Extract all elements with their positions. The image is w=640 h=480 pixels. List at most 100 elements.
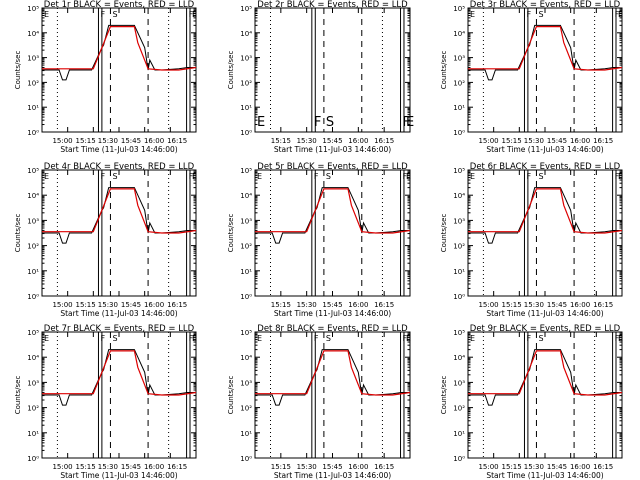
marker-label: F bbox=[403, 334, 408, 343]
y-axis-label: Counts/sec bbox=[227, 51, 235, 90]
y-tick-label: 10⁴ bbox=[240, 192, 252, 200]
x-tick-label: 16:15 bbox=[593, 301, 613, 309]
x-tick-label: 16:15 bbox=[167, 137, 187, 145]
panel-det-5: Det 5r BLACK = Events, RED = LLD 10⁰ 10¹ 10… bbox=[227, 162, 411, 318]
panel-title: Det 8r BLACK = Events, RED = LLD bbox=[257, 324, 408, 334]
x-tick-label: 15:45 bbox=[322, 463, 342, 471]
panel-title: Det 3r BLACK = Events, RED = LLD bbox=[470, 0, 621, 10]
marker-label: F bbox=[403, 172, 408, 181]
x-tick-label: 15:45 bbox=[121, 137, 141, 145]
series-events bbox=[255, 349, 410, 406]
x-tick-label: 16:15 bbox=[374, 463, 394, 471]
y-tick-label: 10⁰ bbox=[240, 293, 252, 301]
x-tick-label: 15:45 bbox=[121, 463, 141, 471]
marker-label: E bbox=[192, 10, 197, 19]
marker-label: F bbox=[189, 10, 194, 19]
y-tick-label: 10⁵ bbox=[453, 167, 465, 175]
x-tick-label: 15:45 bbox=[547, 463, 567, 471]
y-tick-label: 10⁴ bbox=[27, 192, 39, 200]
x-tick-label: 15:30 bbox=[98, 137, 118, 145]
y-tick-label: 10⁵ bbox=[453, 5, 465, 13]
y-tick-label: 10⁰ bbox=[453, 129, 465, 137]
y-tick-label: 10⁴ bbox=[453, 30, 465, 38]
marker-label: S bbox=[326, 172, 331, 181]
x-tick-label: 16:15 bbox=[593, 137, 613, 145]
x-tick-label: 15:45 bbox=[121, 301, 141, 309]
y-tick-label: 10⁵ bbox=[453, 329, 465, 337]
y-tick-label: 10² bbox=[240, 79, 252, 87]
panel-det-2: Det 2r BLACK = Events, RED = LLD 10⁰ 10¹ 10… bbox=[227, 0, 414, 154]
x-axis-label: Start Time (11-Jul-03 14:46:00) bbox=[274, 471, 391, 480]
marker-label: S bbox=[112, 10, 117, 19]
y-tick-label: 10⁰ bbox=[27, 129, 39, 137]
x-tick-label: 16:00 bbox=[348, 137, 368, 145]
x-tick-label: 15:15 bbox=[76, 137, 96, 145]
x-tick-label: 15:45 bbox=[547, 137, 567, 145]
panel-title: Det 2r BLACK = Events, RED = LLD bbox=[257, 0, 408, 10]
marker-label: E bbox=[44, 10, 49, 19]
x-tick-label: 16:15 bbox=[374, 301, 394, 309]
y-tick-label: 10⁰ bbox=[240, 455, 252, 463]
marker-label: E bbox=[192, 334, 197, 343]
marker-label: F bbox=[314, 334, 319, 343]
y-tick-label: 10⁰ bbox=[240, 129, 252, 137]
y-tick-label: 10¹ bbox=[27, 268, 39, 276]
series-lld bbox=[42, 188, 197, 234]
panel-title: Det 7r BLACK = Events, RED = LLD bbox=[44, 324, 195, 334]
y-axis-label: Counts/sec bbox=[440, 376, 448, 415]
y-tick-label: 10⁴ bbox=[240, 30, 252, 38]
x-tick-label: 15:30 bbox=[98, 463, 118, 471]
marker-label: S bbox=[112, 172, 117, 181]
y-tick-label: 10¹ bbox=[27, 430, 39, 438]
x-tick-label: 16:15 bbox=[167, 301, 187, 309]
y-tick-label: 10⁴ bbox=[453, 354, 465, 362]
marker-label: S bbox=[538, 172, 543, 181]
panel-title: Det 4r BLACK = Events, RED = LLD bbox=[44, 162, 195, 172]
y-tick-label: 10³ bbox=[453, 379, 465, 387]
x-axis-label: Start Time (11-Jul-03 14:46:00) bbox=[274, 309, 391, 318]
marker-label: F bbox=[526, 172, 531, 181]
marker-label: E bbox=[44, 172, 49, 181]
marker-label: F bbox=[615, 334, 620, 343]
y-axis-label: Counts/sec bbox=[14, 51, 22, 90]
x-tick-label: 16:00 bbox=[570, 463, 590, 471]
marker-label: F bbox=[314, 172, 319, 181]
x-tick-label: 15:30 bbox=[297, 463, 317, 471]
marker-label: F bbox=[100, 334, 105, 343]
series-lld bbox=[468, 26, 623, 71]
x-tick-label: 16:15 bbox=[167, 463, 187, 471]
marker-label: E bbox=[406, 172, 411, 181]
y-tick-label: 10⁵ bbox=[240, 5, 252, 13]
y-tick-label: 10² bbox=[240, 243, 252, 251]
y-tick-label: 10⁵ bbox=[27, 167, 39, 175]
y-tick-label: 10⁴ bbox=[240, 354, 252, 362]
x-tick-label: 16:00 bbox=[144, 137, 164, 145]
y-tick-label: 10³ bbox=[27, 217, 39, 225]
y-axis-label: Counts/sec bbox=[440, 214, 448, 253]
x-tick-label: 15:00 bbox=[478, 301, 498, 309]
y-tick-label: 10⁴ bbox=[27, 30, 39, 38]
y-tick-label: 10⁵ bbox=[240, 167, 252, 175]
marker-label: F bbox=[100, 172, 105, 181]
y-tick-label: 10¹ bbox=[453, 430, 465, 438]
x-tick-label: 15:30 bbox=[297, 301, 317, 309]
marker-label: E bbox=[470, 10, 475, 19]
x-axis-label: Start Time (11-Jul-03 14:46:00) bbox=[60, 145, 177, 154]
series-events bbox=[42, 24, 196, 81]
y-tick-label: 10¹ bbox=[240, 268, 252, 276]
x-tick-label: 16:00 bbox=[570, 137, 590, 145]
panel-det-3: Det 3r BLACK = Events, RED = LLD 10⁰ 10¹ 10… bbox=[440, 0, 623, 154]
y-tick-label: 10⁵ bbox=[240, 329, 252, 337]
x-axis-label: Start Time (11-Jul-03 14:46:00) bbox=[486, 471, 603, 480]
marker-label: F bbox=[526, 10, 531, 19]
marker-label: S bbox=[538, 10, 543, 19]
y-axis-label: Counts/sec bbox=[227, 214, 235, 253]
x-tick-label: 15:15 bbox=[76, 301, 96, 309]
y-tick-label: 10¹ bbox=[240, 104, 252, 112]
y-tick-label: 10⁴ bbox=[453, 192, 465, 200]
y-tick-label: 10⁰ bbox=[453, 455, 465, 463]
series-events bbox=[255, 187, 410, 244]
marker-label: F bbox=[189, 172, 194, 181]
x-tick-label: 15:15 bbox=[502, 301, 522, 309]
